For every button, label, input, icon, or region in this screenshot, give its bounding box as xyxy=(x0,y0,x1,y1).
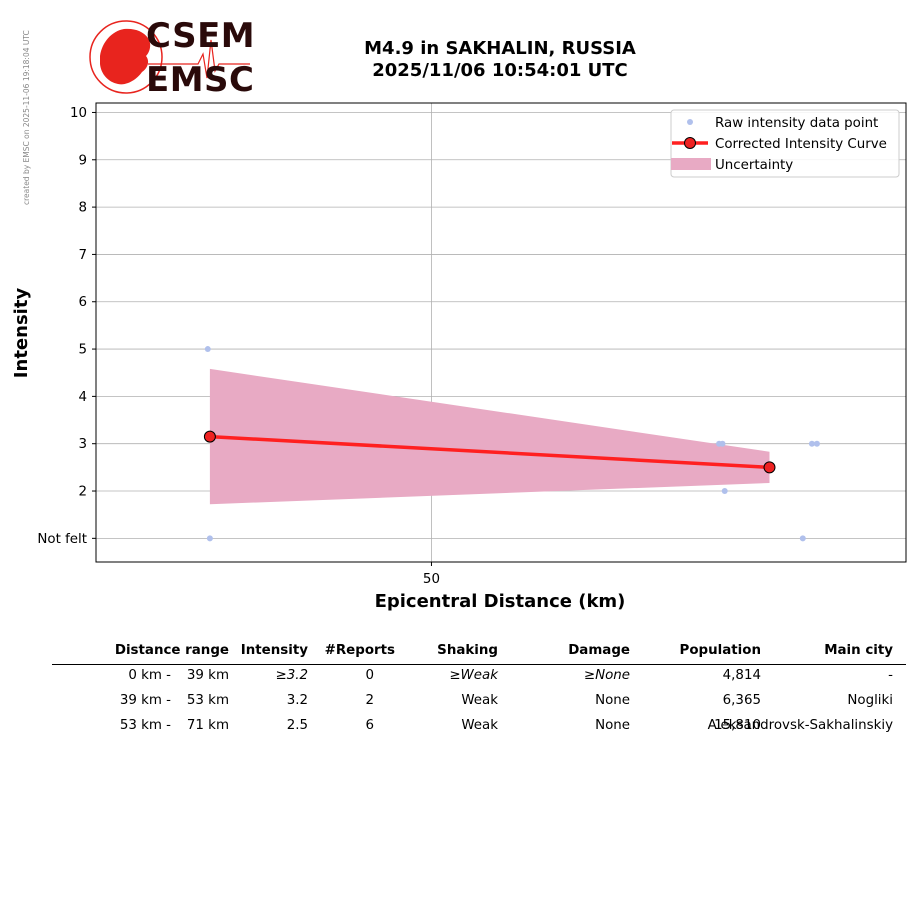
intensity-curve-line xyxy=(209,434,770,470)
curve-layer xyxy=(203,430,776,474)
table-header: Distance range Intensity #Reports Shakin… xyxy=(52,643,906,665)
plot-frame xyxy=(95,102,907,563)
raw-data-point xyxy=(719,440,726,447)
table-row: 53 km - 71 km 2.5 6 Weak None 15,810 Ale… xyxy=(52,718,906,740)
intensity-value: 2.5 xyxy=(286,718,308,733)
logo-seismogram xyxy=(148,39,250,79)
y-tick-label: Not felt xyxy=(37,532,87,547)
intensity-value: 3.2 xyxy=(286,693,308,708)
raw-data-point xyxy=(721,488,728,495)
shaking-value: Weak xyxy=(461,693,498,708)
y-tick-label: 10 xyxy=(70,106,87,121)
logo-graphic xyxy=(89,20,250,94)
table-row: 0 km - 39 km ≥3.2 0 ≥Weak ≥None 4,814 - xyxy=(52,668,906,690)
uncertainty-layer xyxy=(209,368,770,505)
shaking-value: ≥Weak xyxy=(449,668,498,683)
raw-data-point xyxy=(206,535,213,542)
legend-curve-label: Corrected Intensity Curve xyxy=(715,137,887,152)
emsc-logo: CSEM EMSC xyxy=(88,16,256,100)
legend: Raw intensity data point Corrected Inten… xyxy=(670,109,900,178)
header-intensity: Intensity xyxy=(240,643,308,658)
damage-value: None xyxy=(595,693,630,708)
y-tick-label: 5 xyxy=(78,343,87,358)
population-value: 15,810 xyxy=(714,718,761,733)
uncertainty-band xyxy=(209,368,770,505)
y-tick-label: 8 xyxy=(78,201,87,216)
curve-point xyxy=(763,461,776,474)
y-tick-label: 4 xyxy=(78,390,87,405)
reports-count: 6 xyxy=(365,718,374,733)
range-to: 53 km xyxy=(186,693,229,708)
main-city-value: Nogliki xyxy=(847,693,893,708)
range-from: 53 km - xyxy=(119,718,171,733)
population-value: 4,814 xyxy=(722,668,761,683)
population-value: 6,365 xyxy=(722,693,761,708)
legend-raw-label: Raw intensity data point xyxy=(715,116,878,131)
x-axis-label: Epicentral Distance (km) xyxy=(375,591,626,612)
range-from: 39 km - xyxy=(119,693,171,708)
x-tick-label: 50 xyxy=(423,572,440,587)
intensity-value: ≥3.2 xyxy=(275,668,308,683)
damage-value: None xyxy=(595,718,630,733)
y-tick-label: 6 xyxy=(78,295,87,310)
intensity-chart: Not felt 2 3 4 5 6 7 8 9 10 50 Epicentral Distanc… xyxy=(11,102,907,612)
legend-uncertainty-label: Uncertainty xyxy=(715,158,793,173)
main-city-value: - xyxy=(888,668,893,683)
legend-raw-marker xyxy=(687,119,693,125)
reports-count: 2 xyxy=(365,693,374,708)
main-city-value: Aleksandrovsk-Sakhalinskiy xyxy=(707,718,893,733)
x-axis-ticks: 50 xyxy=(423,562,440,587)
y-tick-label: 3 xyxy=(78,437,87,452)
reports-count: 0 xyxy=(365,668,374,683)
header-shaking: Shaking xyxy=(437,643,498,658)
logo-text-csem: CSEM xyxy=(146,16,256,56)
y-tick-label: 2 xyxy=(78,485,87,500)
curve-point xyxy=(203,430,216,443)
legend-curve-marker xyxy=(684,137,696,149)
raw-points-layer xyxy=(204,346,820,542)
range-from: 0 km - xyxy=(128,668,171,683)
logo-text-emsc: EMSC xyxy=(146,60,255,100)
chart-title-line2: 2025/11/06 10:54:01 UTC xyxy=(372,60,628,81)
header-reports: #Reports xyxy=(324,643,395,658)
chart-title-line1: M4.9 in SAKHALIN, RUSSIA xyxy=(364,38,636,59)
legend-box xyxy=(670,109,900,178)
y-tick-label: 9 xyxy=(78,153,87,168)
header-damage: Damage xyxy=(568,643,630,658)
header-population: Population xyxy=(679,643,761,658)
shaking-value: Weak xyxy=(461,718,498,733)
table-header-rule xyxy=(52,664,906,665)
damage-value: ≥None xyxy=(583,668,630,683)
range-to: 39 km xyxy=(186,668,229,683)
y-axis-ticks: Not felt 2 3 4 5 6 7 8 9 10 xyxy=(37,106,96,547)
raw-data-point xyxy=(204,346,211,353)
logo-map-shape xyxy=(100,28,151,85)
range-to: 71 km xyxy=(186,718,229,733)
legend-uncertainty-swatch xyxy=(671,158,711,170)
raw-data-point xyxy=(799,535,806,542)
y-axis-label: Intensity xyxy=(11,288,32,379)
header-main-city: Main city xyxy=(824,643,893,658)
raw-data-point xyxy=(813,440,820,447)
table-row: 39 km - 53 km 3.2 2 Weak None 6,365 Nogl… xyxy=(52,693,906,715)
raw-data-point xyxy=(808,440,815,447)
y-tick-label: 7 xyxy=(78,248,87,263)
header-distance-range: Distance range xyxy=(114,643,229,658)
